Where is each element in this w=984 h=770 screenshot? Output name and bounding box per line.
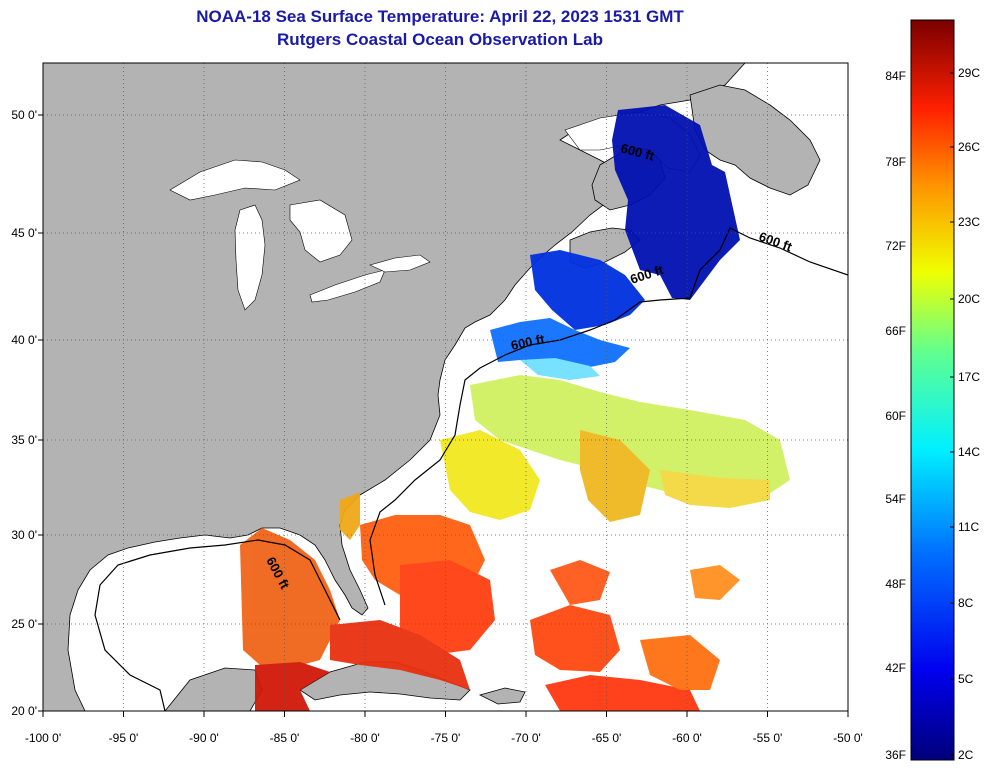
colorbar-f-label: 36F xyxy=(885,748,906,762)
latitude-tick-label: 25 0' xyxy=(11,617,37,631)
colorbar-c-label: 5C xyxy=(958,672,974,686)
colorbar-c-label: 14C xyxy=(958,445,980,459)
colorbar-f-label: 72F xyxy=(885,239,906,253)
land-hispaniola xyxy=(478,687,526,705)
latitude-tick-label: 45 0' xyxy=(11,226,37,240)
colorbar-c-label: 29C xyxy=(958,66,980,80)
lake-huron xyxy=(289,199,353,263)
latitude-labels: 20 0' 25 0' 30 0' 35 0' 40 0' 45 0' 50 0' xyxy=(11,108,43,718)
longitude-tick-label: -85 0' xyxy=(270,731,300,745)
colorbar-c-label: 20C xyxy=(958,292,980,306)
longitude-tick-label: -60 0' xyxy=(672,731,702,745)
map-content: 600 ft 600 ft 600 ft 600 ft 600 ft xyxy=(43,63,848,711)
lake-erie xyxy=(309,269,386,303)
longitude-tick-label: -75 0' xyxy=(431,731,461,745)
contour-600ft-line xyxy=(369,227,848,606)
longitude-labels: -100 0' -95 0' -90 0' -85 0' -80 0' -75 0' -70… xyxy=(25,711,863,745)
lake-michigan xyxy=(234,204,266,311)
colorbar-c-label: 17C xyxy=(958,370,980,384)
colorbar-c-label: 23C xyxy=(958,215,980,229)
map-subtitle: Rutgers Coastal Ocean Observation Lab xyxy=(277,30,603,49)
latitude-tick-label: 20 0' xyxy=(11,704,37,718)
colorbar xyxy=(910,19,955,761)
colorbar-c-label: 11C xyxy=(958,520,979,534)
colorbar-f-label: 84F xyxy=(885,69,906,83)
latitude-tick-label: 40 0' xyxy=(11,333,37,347)
longitude-tick-label: -55 0' xyxy=(753,731,783,745)
colorbar-celsius-labels: 29C 26C 23C 20C 17C 14C 11C 8C 5C 2C xyxy=(950,66,980,762)
colorbar-f-label: 42F xyxy=(885,661,906,675)
lake-superior xyxy=(169,159,301,201)
colorbar-c-label: 8C xyxy=(958,596,974,610)
longitude-tick-label: -65 0' xyxy=(592,731,622,745)
map-gridlines xyxy=(43,63,848,711)
longitude-tick-label: -95 0' xyxy=(109,731,139,745)
colorbar-fahrenheit-labels: 84F 78F 72F 66F 60F 54F 48F 42F 36F xyxy=(885,69,906,762)
contour-600ft-gulf xyxy=(94,539,341,711)
longitude-tick-label: -100 0' xyxy=(25,731,61,745)
colorbar-f-label: 60F xyxy=(885,409,906,423)
contour-label: 600 ft xyxy=(510,331,547,353)
colorbar-c-label: 26C xyxy=(958,140,980,154)
lake-ontario xyxy=(369,254,431,273)
longitude-tick-label: -80 0' xyxy=(350,731,380,745)
map-title: NOAA-18 Sea Surface Temperature: April 2… xyxy=(196,7,684,26)
longitude-tick-label: -70 0' xyxy=(511,731,541,745)
colorbar-f-label: 54F xyxy=(885,492,906,506)
latitude-tick-label: 30 0' xyxy=(11,528,37,542)
sst-data-layer xyxy=(240,105,790,711)
colorbar-c-label: 2C xyxy=(958,748,974,762)
longitude-tick-label: -90 0' xyxy=(189,731,219,745)
longitude-tick-label: -50 0' xyxy=(833,731,863,745)
land-north-america xyxy=(43,63,746,711)
colorbar-f-label: 78F xyxy=(885,155,906,169)
land-newfoundland xyxy=(689,84,821,196)
latitude-tick-label: 50 0' xyxy=(11,108,37,122)
colorbar-f-label: 48F xyxy=(885,577,906,591)
latitude-tick-label: 35 0' xyxy=(11,433,37,447)
colorbar-f-label: 66F xyxy=(885,324,906,338)
